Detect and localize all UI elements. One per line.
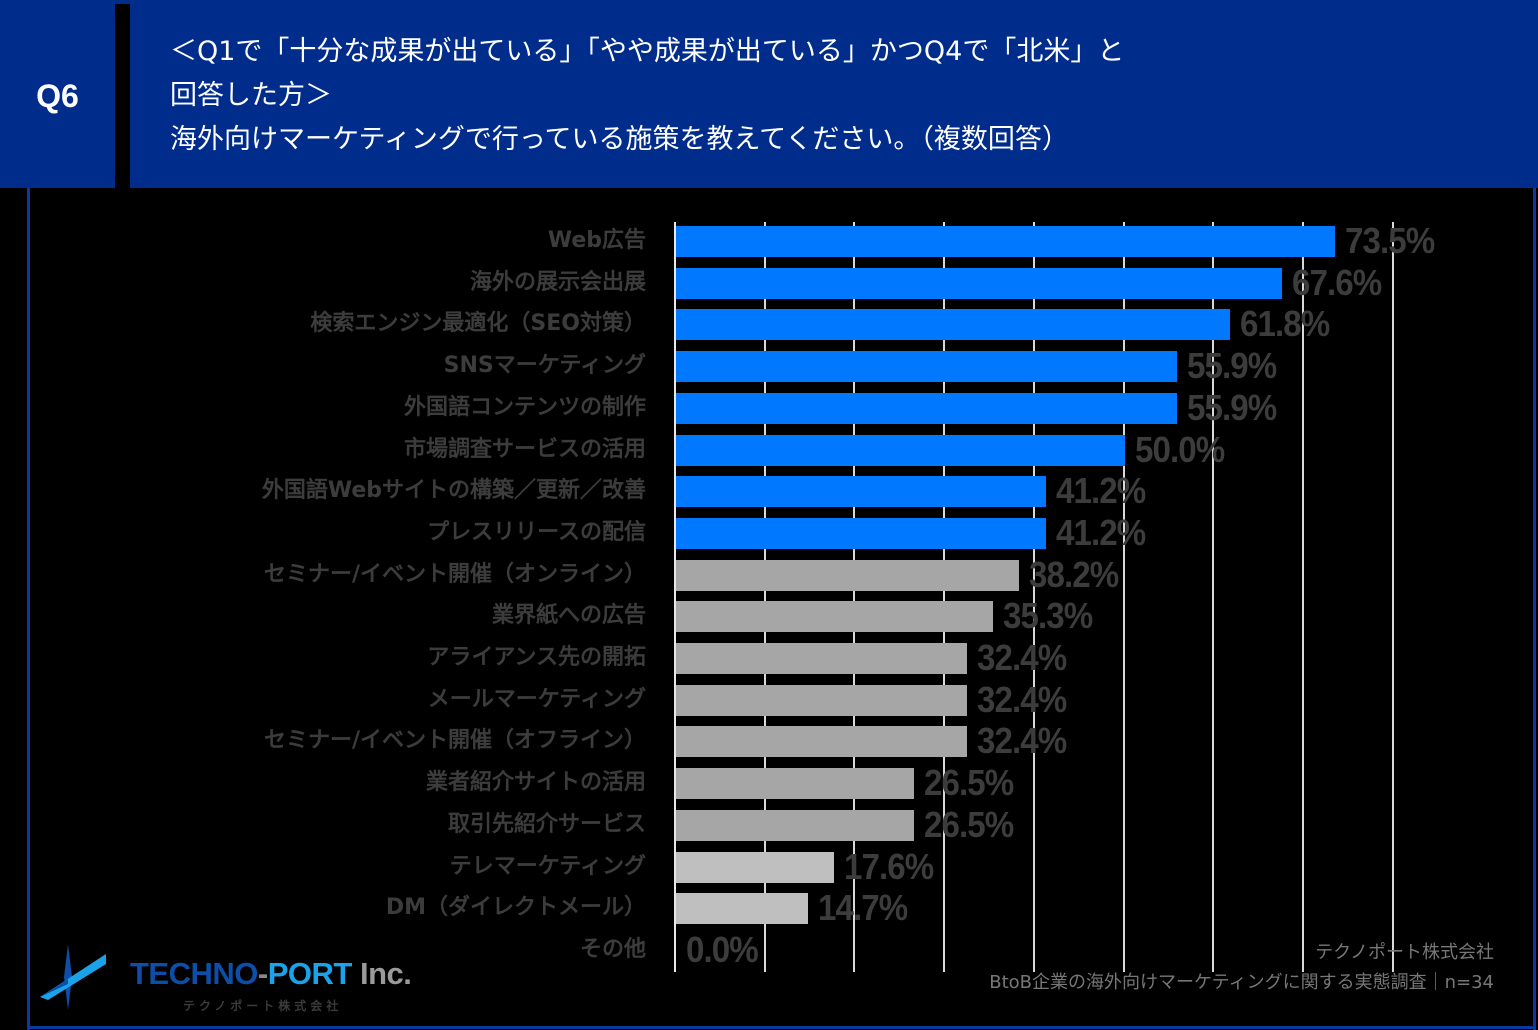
question-id: Q6	[36, 77, 79, 114]
bar	[676, 851, 834, 883]
category-label: 外国語Webサイトの構築／更新／改善	[261, 478, 646, 504]
bar	[676, 226, 1336, 257]
category-label: メールマーケティング	[427, 686, 646, 712]
category-label: SNSマーケティング	[443, 353, 646, 379]
bar	[676, 726, 967, 758]
bar-row: 55.9%	[674, 386, 1534, 431]
bar	[676, 309, 1231, 341]
category-label: 業界紙への広告	[491, 603, 646, 629]
logo-wordmark: TECHNO-PORT Inc.	[130, 956, 412, 991]
gridline	[1032, 222, 1035, 972]
gridline	[943, 222, 946, 972]
data-label: 32.4%	[976, 720, 1067, 762]
bar	[676, 476, 1046, 508]
header-band: Q6 ＜Q1で「十分な成果が出ている」「やや成果が出ている」かつQ4で「北米」と…	[0, 0, 1538, 188]
bar-row: 17.6%	[674, 845, 1534, 890]
bar	[676, 559, 1019, 591]
bar	[676, 517, 1046, 549]
logo-mark-icon	[40, 944, 106, 1010]
data-label: 26.5%	[923, 762, 1014, 804]
title-line-3: 海外向けマーケティングで行っている施策を教えてください。（複数回答）	[170, 124, 1069, 155]
question-title: ＜Q1で「十分な成果が出ている」「やや成果が出ている」かつQ4で「北米」と 回答…	[170, 30, 1124, 162]
category-label: Web広告	[547, 228, 646, 253]
category-label: アライアンス先の開拓	[427, 645, 646, 670]
data-label: 38.2%	[1028, 553, 1119, 595]
bar	[676, 267, 1283, 299]
data-label: 32.4%	[976, 678, 1067, 720]
data-label: 14.7%	[817, 887, 908, 929]
bar-row: 26.5%	[674, 803, 1534, 848]
category-label: 市場調査サービスの活用	[403, 436, 646, 462]
bar-row: 55.9%	[674, 345, 1534, 389]
y-axis-line	[674, 222, 676, 972]
bar-row: 35.3%	[674, 595, 1534, 639]
data-label: 41.2%	[1055, 511, 1146, 553]
category-label: その他	[579, 936, 646, 962]
bar-row: 41.2%	[674, 511, 1534, 556]
gridline	[853, 222, 856, 972]
bar	[676, 893, 808, 925]
category-label: セミナー/イベント開催（オフライン）	[263, 728, 646, 754]
category-label: DM（ダイレクトメール）	[385, 895, 646, 921]
bar	[676, 392, 1178, 424]
data-label: 61.8%	[1240, 303, 1330, 345]
title-line-1: ＜Q1で「十分な成果が出ている」「やや成果が出ている」かつQ4で「北米」と	[170, 36, 1125, 67]
bar	[676, 768, 914, 800]
bar-row: 0.0%	[674, 928, 1534, 973]
gridline	[1391, 222, 1394, 972]
bar	[676, 601, 993, 633]
gridline	[1122, 222, 1125, 972]
bar-row: 32.4%	[674, 637, 1534, 681]
bar-row: 14.7%	[674, 887, 1534, 931]
source-company: テクノポート株式会社	[1315, 942, 1494, 963]
bar	[676, 643, 967, 674]
logo-subtitle: テクノポート株式会社	[183, 999, 343, 1013]
bar-row: 38.2%	[674, 553, 1534, 598]
category-label: 検索エンジン最適化（SEO対策）	[310, 311, 646, 337]
frame-border-left	[27, 188, 30, 1030]
source-survey: BtoB企業の海外向けマーケティングに関する実態調査｜n=34	[989, 972, 1494, 993]
company-logo: TECHNO-PORT Inc. テクノポート株式会社	[38, 942, 412, 1022]
data-label: 0.0%	[686, 928, 759, 970]
category-label: 海外の展示会出展	[469, 269, 646, 295]
bar-row: 67.6%	[674, 261, 1534, 306]
frame-border-bottom	[27, 1026, 1536, 1029]
gridline	[1301, 222, 1304, 972]
data-label: 55.9%	[1187, 386, 1277, 428]
bar-row: 61.8%	[674, 303, 1534, 347]
data-label: 32.4%	[976, 637, 1067, 678]
bar	[676, 809, 914, 841]
bar-row: 32.4%	[674, 720, 1534, 764]
header-divider	[115, 4, 130, 188]
data-label: 67.6%	[1292, 261, 1382, 303]
data-label: 55.9%	[1187, 345, 1277, 387]
bar-row: 41.2%	[674, 470, 1534, 514]
bar	[676, 434, 1125, 466]
title-line-2: 回答した方＞	[170, 80, 332, 111]
data-label: 26.5%	[923, 803, 1014, 845]
bar-row: 26.5%	[674, 762, 1534, 806]
data-label: 35.3%	[1002, 595, 1093, 637]
category-label: プレスリリースの配信	[427, 519, 646, 545]
gridline	[763, 222, 766, 972]
category-label: 外国語コンテンツの制作	[403, 394, 646, 420]
bar-row: 50.0%	[674, 428, 1534, 473]
category-label: セミナー/イベント開催（オンライン）	[263, 561, 646, 587]
gridline	[1212, 222, 1215, 972]
bar	[676, 351, 1178, 383]
bar-chart: 73.5% 67.6% 61.8% 55.9% 55.9% 50.0% 41.2% 41.2%…	[674, 220, 1538, 973]
bar-row: 73.5%	[674, 220, 1534, 264]
data-label: 50.0%	[1134, 428, 1225, 470]
bar	[676, 684, 967, 716]
category-label: テレマーケティング	[449, 853, 646, 879]
category-label: 業者紹介サイトの活用	[425, 770, 646, 796]
data-label: 41.2%	[1055, 470, 1146, 512]
data-label: 73.5%	[1345, 220, 1435, 261]
bar-row: 32.4%	[674, 678, 1534, 723]
frame-border-right	[1533, 188, 1536, 1030]
category-label: 取引先紹介サービス	[447, 811, 646, 837]
data-label: 17.6%	[843, 845, 934, 887]
